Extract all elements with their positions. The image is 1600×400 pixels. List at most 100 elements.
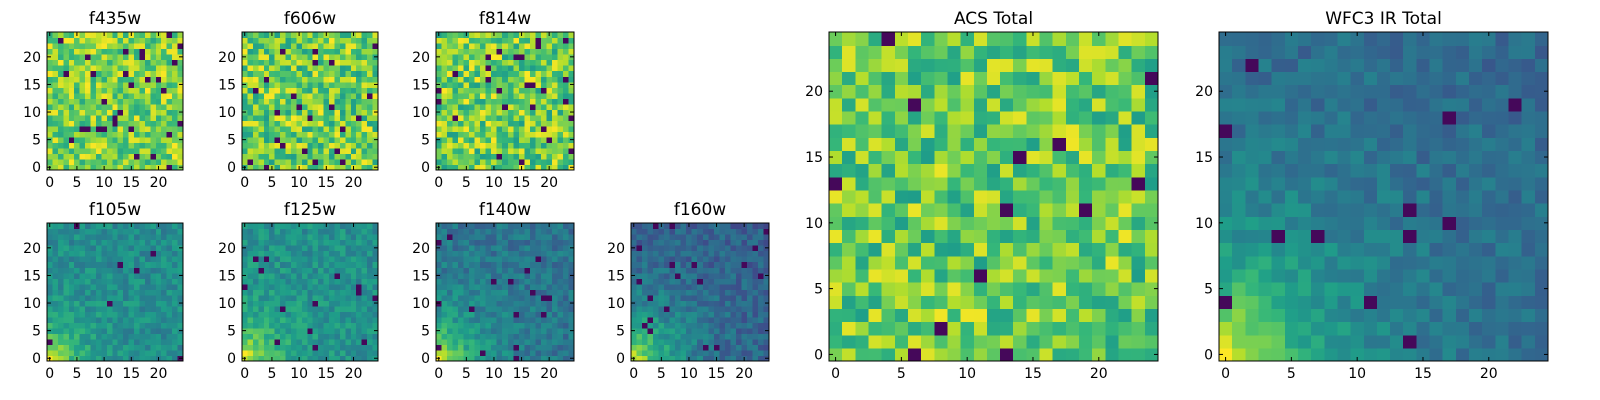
heatmap-cell xyxy=(730,283,737,290)
heatmap-cell xyxy=(480,54,487,61)
heatmap-cell xyxy=(74,256,81,263)
heatmap-cell xyxy=(480,81,487,88)
heatmap-cell xyxy=(752,294,759,301)
heatmap-cell xyxy=(139,92,146,99)
heatmap-cell xyxy=(318,125,325,132)
heatmap-cell xyxy=(296,250,303,257)
x-tick-label: 15 xyxy=(513,175,531,191)
heatmap-cell xyxy=(669,272,676,279)
y-tick-label: 5 xyxy=(421,133,430,149)
heatmap-cell xyxy=(307,256,314,263)
heatmap-cell xyxy=(301,142,308,149)
heatmap-cell xyxy=(280,278,287,285)
heatmap-cell xyxy=(166,43,173,50)
heatmap-cell xyxy=(562,81,570,88)
heatmap-cell xyxy=(546,294,553,301)
heatmap-cell xyxy=(474,322,481,329)
heatmap-cell xyxy=(128,234,135,241)
heatmap-cell xyxy=(68,289,75,296)
heatmap-cell xyxy=(52,272,59,279)
heatmap-cell xyxy=(329,114,336,121)
heatmap-cell xyxy=(367,267,374,274)
heatmap-cell xyxy=(106,278,113,285)
heatmap-cell xyxy=(63,131,70,138)
heatmap-cell xyxy=(134,136,141,143)
heatmap-cell xyxy=(730,239,737,246)
heatmap-cell xyxy=(361,37,368,44)
heatmap-cell xyxy=(551,311,559,318)
heatmap-cell xyxy=(101,120,108,127)
heatmap-cell xyxy=(458,87,465,94)
heatmap-cell xyxy=(79,344,86,351)
heatmap-cell xyxy=(724,333,731,340)
heatmap-cell xyxy=(507,338,514,346)
heatmap-cell xyxy=(63,125,70,132)
heatmap-cell xyxy=(361,267,368,274)
heatmap-cell xyxy=(161,48,168,55)
heatmap-cell xyxy=(529,114,536,121)
heatmap-cell xyxy=(301,37,308,44)
heatmap-cell xyxy=(485,32,492,39)
heatmap-cell xyxy=(367,245,374,252)
heatmap-cell xyxy=(52,322,59,329)
heatmap-cell xyxy=(52,261,59,268)
heatmap-cell xyxy=(691,283,698,290)
heatmap-cell xyxy=(551,228,559,235)
heatmap-cell xyxy=(367,305,374,312)
heatmap-cell xyxy=(172,87,179,94)
heatmap-cell xyxy=(301,349,308,357)
heatmap-cell xyxy=(106,109,113,116)
heatmap-cell xyxy=(1065,268,1080,283)
heatmap-cell xyxy=(474,109,481,116)
heatmap-cell xyxy=(436,333,443,340)
heatmap-cell xyxy=(372,278,379,285)
heatmap-cell xyxy=(730,355,737,362)
heatmap-cell xyxy=(79,48,86,55)
heatmap-cell xyxy=(469,125,476,132)
heatmap-cell xyxy=(535,158,542,166)
heatmap-cell xyxy=(1000,216,1014,230)
heatmap-cell xyxy=(90,103,97,110)
heatmap-cell xyxy=(507,109,514,116)
heatmap-cell xyxy=(63,316,70,323)
heatmap-cell xyxy=(1105,189,1120,204)
heatmap-cell xyxy=(529,223,536,230)
heatmap-cell xyxy=(452,114,459,121)
heatmap-cell xyxy=(458,245,465,252)
heatmap-cell xyxy=(280,131,287,138)
heatmap-cell xyxy=(177,316,184,323)
heatmap-cell xyxy=(463,37,470,44)
heatmap-cell xyxy=(642,338,649,346)
heatmap-cell xyxy=(329,164,336,171)
heatmap-cell xyxy=(557,32,564,39)
heatmap-cell xyxy=(106,43,113,50)
heatmap-cell xyxy=(518,54,525,61)
heatmap-cell xyxy=(339,272,346,279)
heatmap-cell xyxy=(274,311,281,318)
heatmap-cell xyxy=(947,321,962,336)
heatmap-cell xyxy=(669,234,676,241)
heatmap-cell xyxy=(361,283,368,290)
heatmap-cell xyxy=(161,256,168,263)
heatmap-cell xyxy=(664,239,671,246)
heatmap-cell xyxy=(502,43,509,50)
heatmap-cell xyxy=(708,316,715,323)
heatmap-cell xyxy=(540,272,547,279)
heatmap-cell xyxy=(708,322,715,329)
heatmap-cell xyxy=(339,147,346,155)
heatmap-cell xyxy=(752,283,759,290)
heatmap-cell xyxy=(436,322,443,329)
heatmap-cell xyxy=(372,76,379,83)
heatmap-cell xyxy=(90,92,97,99)
heatmap-cell xyxy=(480,333,487,340)
heatmap-cell xyxy=(480,261,487,268)
heatmap-cell xyxy=(647,228,654,235)
heatmap-cell xyxy=(1013,203,1027,217)
heatmap-cell xyxy=(57,261,64,268)
heatmap-cell xyxy=(491,48,498,55)
heatmap-cell xyxy=(540,223,547,230)
heatmap-cell xyxy=(934,282,949,296)
heatmap-cell xyxy=(741,300,748,307)
heatmap-cell xyxy=(535,70,542,77)
